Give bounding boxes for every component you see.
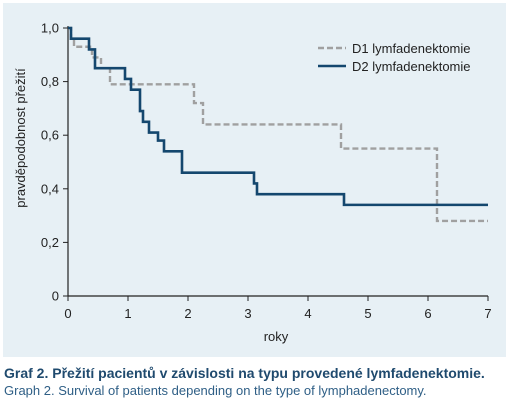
y-tick-label: 1,0: [41, 21, 59, 36]
series-line-2: [68, 26, 488, 207]
chart-legend: D1 lymfadenektomie D2 lymfadenektomie: [318, 41, 471, 74]
legend-label-1: D1 lymfadenektomie: [352, 41, 471, 56]
chart-axes: 0 1 2 3 4 5 6 7 0 0,2 0,4 0,6 0,8 1,0: [41, 21, 492, 322]
y-tick-label: 0,2: [41, 235, 59, 250]
caption-english: Graph 2. Survival of patients depending …: [4, 383, 427, 398]
y-tick-label: 0,6: [41, 128, 59, 143]
series-line-1: [68, 26, 488, 223]
y-tick-label: 0,8: [41, 74, 59, 89]
x-tick-label: 0: [64, 306, 71, 321]
x-tick-label: 5: [364, 306, 371, 321]
x-tick-label: 7: [484, 306, 491, 321]
x-tick-label: 4: [304, 306, 311, 321]
y-axis-label: pravděpodobnost přežití: [13, 68, 28, 208]
chart-series: [68, 26, 488, 223]
legend-label-2: D2 lymfadenektomie: [352, 59, 471, 74]
caption-czech: Graf 2. Přežití pacientů v závislosti na…: [4, 365, 485, 381]
x-tick-label: 1: [124, 306, 131, 321]
y-tick-label: 0,4: [41, 181, 59, 196]
x-tick-label: 3: [244, 306, 251, 321]
y-tick-label: 0: [52, 289, 59, 304]
x-tick-label: 2: [184, 306, 191, 321]
x-axis-label: roky: [264, 329, 289, 344]
x-tick-label: 6: [424, 306, 431, 321]
